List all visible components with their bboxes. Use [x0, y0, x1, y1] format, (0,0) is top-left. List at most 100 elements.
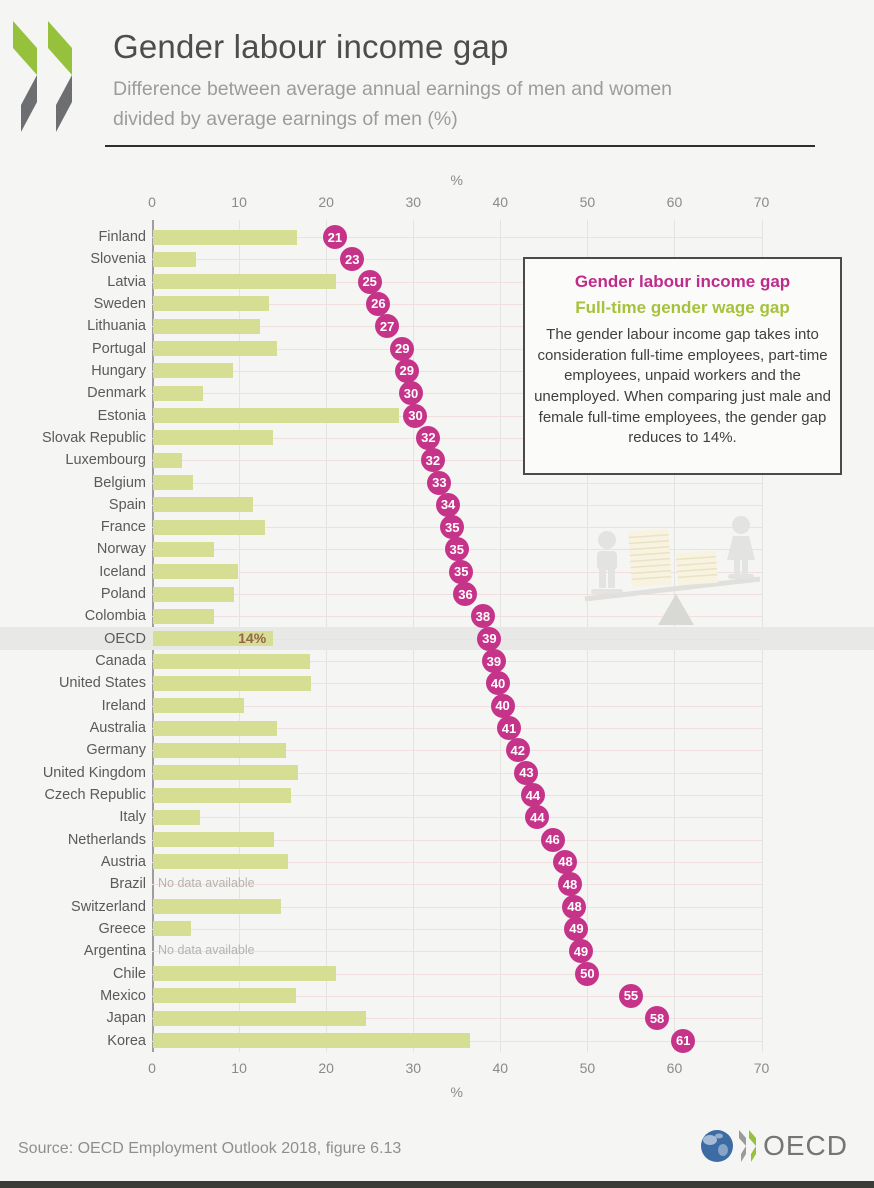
income-gap-marker: 61: [671, 1028, 696, 1053]
row-guide-line: [152, 839, 762, 841]
wage-gap-bar: [153, 564, 239, 580]
axis-tick-label: 70: [753, 1060, 770, 1076]
income-gap-marker: 55: [618, 983, 643, 1008]
row-guide-line: [152, 638, 762, 640]
axis-tick-label: 20: [318, 194, 334, 210]
wage-gap-bar: [153, 363, 234, 379]
axis-unit-label: %: [450, 1084, 463, 1100]
wage-gap-bar: [153, 251, 196, 267]
source-text: Source: OECD Employment Outlook 2018, fi…: [18, 1140, 402, 1157]
wage-gap-bar: [153, 675, 311, 691]
income-gap-marker: 21: [322, 225, 347, 249]
row-guide-line: [152, 995, 762, 997]
wage-gap-bar: [153, 787, 292, 803]
legend-title-wage-gap: Full-time gender wage gap: [575, 298, 790, 317]
mini-chevrons-icon: [739, 1130, 757, 1162]
income-gap-marker: 35: [444, 537, 469, 562]
row-guide-line: [152, 661, 762, 663]
income-gap-marker: 49: [564, 916, 589, 941]
row-guide-line: [152, 616, 762, 618]
wage-gap-bar: [153, 541, 214, 557]
wage-gap-bar: [153, 720, 277, 736]
country-label: Argentina: [83, 943, 146, 960]
income-gap-marker: 35: [440, 515, 465, 540]
no-data-label: No data available: [158, 943, 255, 958]
header-divider: [105, 145, 815, 147]
row-guide-line: [152, 326, 762, 328]
male-figure-icon: [591, 531, 623, 594]
country-label: Colombia: [84, 608, 146, 625]
country-label: Czech Republic: [44, 787, 146, 803]
country-label: Spain: [108, 496, 146, 513]
income-gap-marker: 23: [340, 247, 365, 272]
income-gap-marker: 27: [375, 314, 400, 339]
wage-gap-bar: [153, 229, 297, 245]
income-gap-marker: 40: [490, 693, 515, 718]
country-label: Ireland: [101, 697, 146, 714]
coin-stack-large-icon: [628, 528, 672, 588]
country-label: Denmark: [87, 385, 146, 402]
country-label: Hungary: [91, 362, 146, 379]
country-label: Austria: [100, 853, 146, 870]
wage-gap-bar: [153, 921, 192, 937]
country-label: Norway: [96, 541, 146, 558]
income-gap-marker: 32: [416, 425, 441, 450]
income-gap-marker: 41: [497, 716, 522, 741]
income-gap-marker: 42: [505, 738, 530, 763]
row-guide-line: [152, 281, 762, 283]
wage-gap-bar: [153, 497, 254, 513]
income-gap-marker: 40: [486, 671, 511, 696]
wage-gap-bar: [153, 899, 281, 915]
income-gap-marker: 36: [453, 582, 478, 607]
income-gap-marker: 35: [449, 559, 474, 584]
row-guide-line: [152, 482, 762, 484]
row-guide-line: [152, 393, 762, 395]
income-gap-marker: 29: [394, 358, 419, 383]
wage-gap-bar: [153, 586, 234, 602]
wage-gap-bar: [153, 854, 288, 870]
row-guide-line: [152, 683, 762, 685]
income-gap-marker: 50: [575, 961, 600, 986]
coin-stack-small-icon: [675, 550, 718, 586]
balance-illustration: [584, 516, 761, 625]
axis-tick-label: 60: [666, 194, 683, 210]
income-gap-marker: 30: [398, 381, 423, 406]
wage-gap-bar: [153, 809, 201, 825]
row-guide-line: [152, 928, 762, 930]
wage-gap-bar: [153, 341, 277, 357]
wage-gap-bar: [153, 832, 275, 848]
country-label: Slovenia: [90, 251, 146, 268]
income-gap-marker: 29: [390, 336, 415, 361]
income-gap-marker: 48: [553, 849, 578, 874]
wage-gap-bar: [153, 296, 269, 312]
legend-description: The gender labour income gap takes into …: [534, 326, 831, 447]
country-label: Germany: [86, 742, 146, 759]
axis-tick-label: 20: [318, 1060, 334, 1076]
country-label: Chile: [112, 965, 146, 982]
axis-tick-label: 0: [148, 1060, 156, 1076]
seesaw-plank: [584, 576, 761, 602]
oecd-logo: OECD: [699, 1128, 848, 1164]
income-gap-marker: 25: [357, 269, 382, 294]
row-guide-line: [152, 348, 762, 350]
axis-tick-label: 40: [492, 1060, 509, 1076]
row-guide-line: [152, 1018, 762, 1020]
no-data-label: No data available: [158, 876, 255, 891]
country-label: France: [100, 519, 146, 536]
income-gap-marker: 33: [427, 470, 452, 495]
oecd-logo-text: OECD: [763, 1130, 848, 1161]
axis-tick-label: 40: [492, 194, 509, 210]
wage-gap-bar: [153, 988, 296, 1004]
income-gap-marker: 48: [562, 894, 587, 919]
row-guide-line: [152, 370, 762, 372]
country-label: Finland: [98, 229, 146, 245]
country-label: Japan: [106, 1010, 146, 1027]
female-figure-icon: [727, 516, 755, 579]
country-label: Brazil: [109, 876, 146, 893]
country-label: Estonia: [97, 407, 146, 424]
income-gap-marker: 38: [470, 604, 495, 629]
income-gap-marker: 30: [403, 403, 428, 428]
wage-gap-bar: [153, 318, 261, 334]
row-guide-line: [152, 303, 762, 305]
